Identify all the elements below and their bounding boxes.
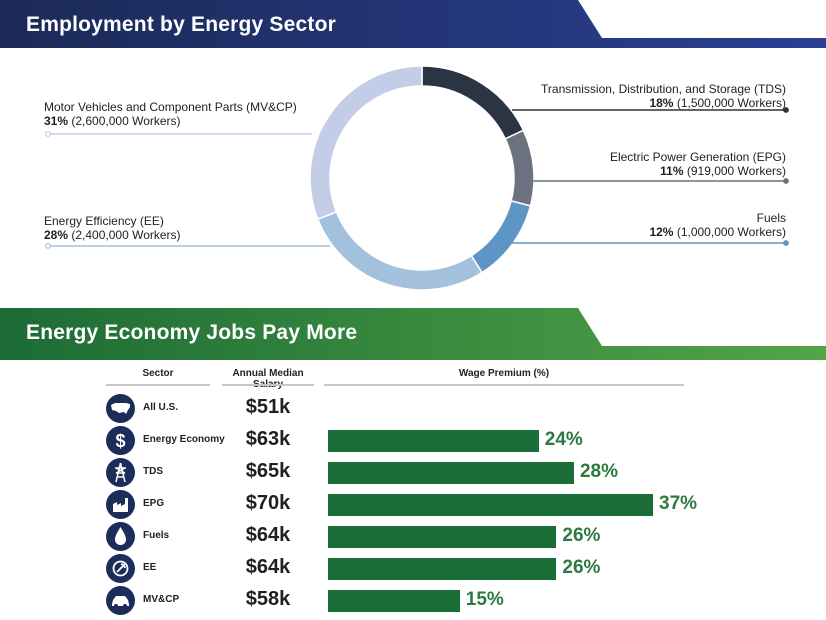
premium-bar — [328, 558, 557, 580]
svg-text:$: $ — [115, 431, 125, 451]
slice-ee — [316, 210, 484, 291]
leader-epg-dot — [783, 178, 789, 184]
sector-label: Fuels — [143, 530, 170, 541]
premium-label: 24% — [544, 429, 583, 450]
row-mvcp: MV&CP $58k 15% — [0, 584, 826, 616]
premium-bar — [328, 462, 574, 484]
premium-label: 28% — [579, 461, 618, 482]
sector-label: EPG — [143, 498, 165, 509]
jobs-pay-banner: Energy Economy Jobs Pay More — [0, 308, 826, 360]
label-fuels: Fuels 12% (1,000,000 Workers) — [649, 211, 786, 239]
premium-label: 37% — [659, 493, 698, 514]
salary-value: $70k — [245, 492, 291, 514]
row-ee: EE $64k 26% — [0, 552, 826, 584]
slice-mvcp — [309, 65, 423, 221]
leader-mvcp-dot — [45, 131, 51, 137]
premium-label: 15% — [465, 589, 504, 610]
sector-label: All U.S. — [143, 402, 179, 413]
employment-title: Employment by Energy Sector — [26, 13, 336, 36]
power-plant-icon — [106, 490, 135, 519]
salary-value: $58k — [245, 588, 291, 610]
leader-tds-dot — [783, 107, 789, 113]
slice-epg — [504, 129, 535, 207]
jobs-pay-title: Energy Economy Jobs Pay More — [26, 321, 358, 344]
premium-bar — [328, 430, 539, 452]
donut-svg — [45, 65, 789, 291]
leader-ee-dot — [45, 243, 51, 249]
salary-value: $64k — [245, 524, 291, 546]
sector-label: Energy Economy — [143, 434, 225, 445]
efficiency-plug-icon — [106, 554, 135, 583]
sector-label: MV&CP — [143, 594, 180, 605]
employment-donut-chart: Transmission, Distribution, and Storage … — [0, 48, 826, 306]
fuel-drop-icon — [106, 522, 135, 551]
transmission-tower-icon — [106, 458, 135, 487]
row-energy-economy: $ Energy Economy $63k 24% — [0, 424, 826, 456]
salary-value: $51k — [245, 396, 291, 418]
label-tds: Transmission, Distribution, and Storage … — [541, 82, 786, 110]
salary-value: $63k — [245, 428, 291, 450]
row-tds: TDS $65k 28% — [0, 456, 826, 488]
employment-banner: Employment by Energy Sector — [0, 0, 826, 48]
dollar-icon: $ — [106, 426, 135, 455]
header-rule-premium — [324, 384, 684, 386]
sector-label: EE — [143, 562, 157, 573]
car-icon — [106, 586, 135, 615]
premium-bar — [328, 494, 653, 516]
us-map-icon — [106, 394, 135, 423]
header-premium: Wage Premium (%) — [458, 368, 550, 379]
label-ee: Energy Efficiency (EE) 28% (2,400,000 Wo… — [44, 214, 181, 242]
row-epg: EPG $70k 37% — [0, 488, 826, 520]
leader-fuels-dot — [783, 240, 789, 246]
premium-label: 26% — [562, 525, 601, 546]
premium-bar — [328, 590, 460, 612]
sector-label: TDS — [143, 466, 163, 477]
header-rule-sector — [106, 384, 210, 386]
label-mvcp: Motor Vehicles and Component Parts (MV&C… — [44, 100, 297, 128]
header-sector: Sector — [142, 368, 174, 379]
salary-value: $64k — [245, 556, 291, 578]
header-rule-salary — [222, 384, 314, 386]
premium-label: 26% — [562, 557, 601, 578]
header-salary: Annual Median Salary — [232, 368, 304, 390]
salary-value: $65k — [245, 460, 291, 482]
wage-premium-chart: Sector Annual Median Salary Wage Premium… — [0, 360, 826, 620]
slice-fuels — [470, 199, 532, 274]
premium-bar — [328, 526, 557, 548]
label-epg: Electric Power Generation (EPG) 11% (919… — [609, 150, 786, 178]
row-fuels: Fuels $64k 26% — [0, 520, 826, 552]
slice-tds — [421, 65, 525, 140]
row-all-us: All U.S. $51k — [0, 392, 826, 424]
